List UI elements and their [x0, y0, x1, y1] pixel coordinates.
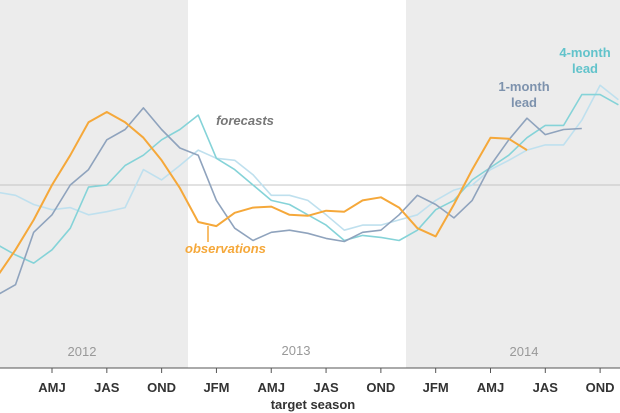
x-tick-label: OND — [366, 380, 395, 395]
series-label: 4-month lead — [559, 45, 611, 76]
year-band — [0, 0, 188, 368]
x-tick-label: JFM — [423, 380, 449, 395]
series-line — [0, 111, 528, 275]
x-tick-label: AMJ — [38, 380, 65, 395]
series-label: observations — [185, 241, 266, 256]
x-tick-label: JAS — [533, 380, 559, 395]
forecast-label: forecasts — [216, 113, 274, 128]
x-tick-label: OND — [586, 380, 615, 395]
series-label: 1-month lead — [498, 79, 550, 110]
series-line — [0, 84, 619, 231]
year-band — [406, 0, 620, 368]
x-tick-label: AMJ — [477, 380, 504, 395]
x-tick-label: OND — [147, 380, 176, 395]
x-axis-title: target season — [271, 397, 356, 412]
year-label: 2012 — [68, 344, 97, 359]
x-tick-label: JAS — [313, 380, 339, 395]
year-label: 2014 — [510, 344, 539, 359]
x-tick-label: JFM — [203, 380, 229, 395]
x-tick-label: JAS — [94, 380, 120, 395]
series-line — [0, 107, 582, 295]
year-label: 2013 — [282, 343, 311, 358]
x-tick-label: AMJ — [258, 380, 285, 395]
